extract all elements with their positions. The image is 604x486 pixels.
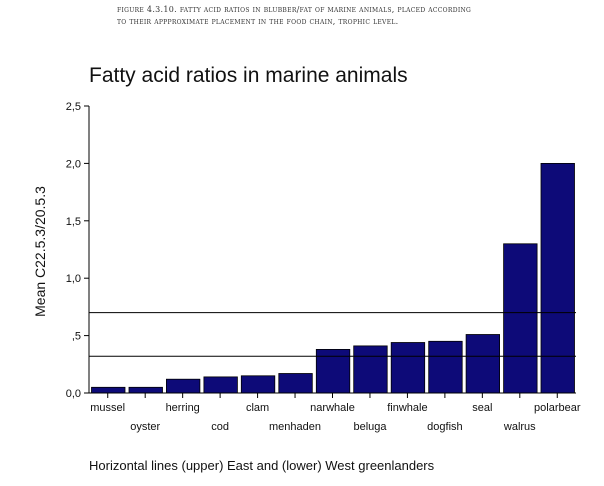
x-tick-label-narwhale: narwhale xyxy=(310,402,355,414)
x-tick-label-herring: herring xyxy=(166,402,200,414)
bar-beluga xyxy=(353,345,388,394)
x-tick-label-cod: cod xyxy=(211,421,229,433)
bar-cod xyxy=(203,376,238,394)
x-tick-label-walrus: walrus xyxy=(503,421,536,433)
bar-oyster xyxy=(128,386,163,394)
figure-caption: Figure 4.3.10. Fatty acid ratios in blub… xyxy=(117,4,597,28)
x-tick-label-menhaden: menhaden xyxy=(269,421,321,433)
y-tick-label: 2,5 xyxy=(66,101,81,113)
bar-dogfish xyxy=(428,340,463,394)
chart-title: Fatty acid ratios in marine animals xyxy=(89,64,408,87)
y-tick-label: ,5 xyxy=(72,331,81,343)
x-tick-label-mussel: mussel xyxy=(90,402,125,414)
bar-clam xyxy=(240,375,276,394)
caption-line-1: Figure 4.3.10. Fatty acid ratios in blub… xyxy=(117,5,472,14)
bar-seal xyxy=(465,334,501,394)
y-tick-label: 1,0 xyxy=(66,273,81,285)
bar-mussel xyxy=(91,386,126,394)
x-tick-label-dogfish: dogfish xyxy=(427,421,462,433)
x-tick-label-clam: clam xyxy=(246,402,269,414)
bar-finwhale xyxy=(390,342,426,394)
x-tick-label-polarbear: polarbear xyxy=(534,402,581,414)
bar-menhaden xyxy=(278,373,313,394)
y-tick-label: 1,5 xyxy=(66,216,81,228)
x-tick-label-seal: seal xyxy=(472,402,492,414)
bar-polarbear xyxy=(540,162,575,394)
chart-footnote: Horizontal lines (upper) East and (lower… xyxy=(89,458,435,473)
x-tick-label-oyster: oyster xyxy=(130,421,160,433)
caption-line-2: to their appproximate placement in the f… xyxy=(117,17,399,26)
bar-herring xyxy=(165,378,201,394)
x-tick-label-finwhale: finwhale xyxy=(387,402,427,414)
y-axis-label: Mean C22.5.3/20.5.3 xyxy=(32,186,48,317)
bar-walrus xyxy=(503,243,538,394)
x-tick-label-beluga: beluga xyxy=(353,421,387,433)
y-tick-label: 0,0 xyxy=(66,388,81,400)
y-tick-label: 2,0 xyxy=(66,158,81,170)
